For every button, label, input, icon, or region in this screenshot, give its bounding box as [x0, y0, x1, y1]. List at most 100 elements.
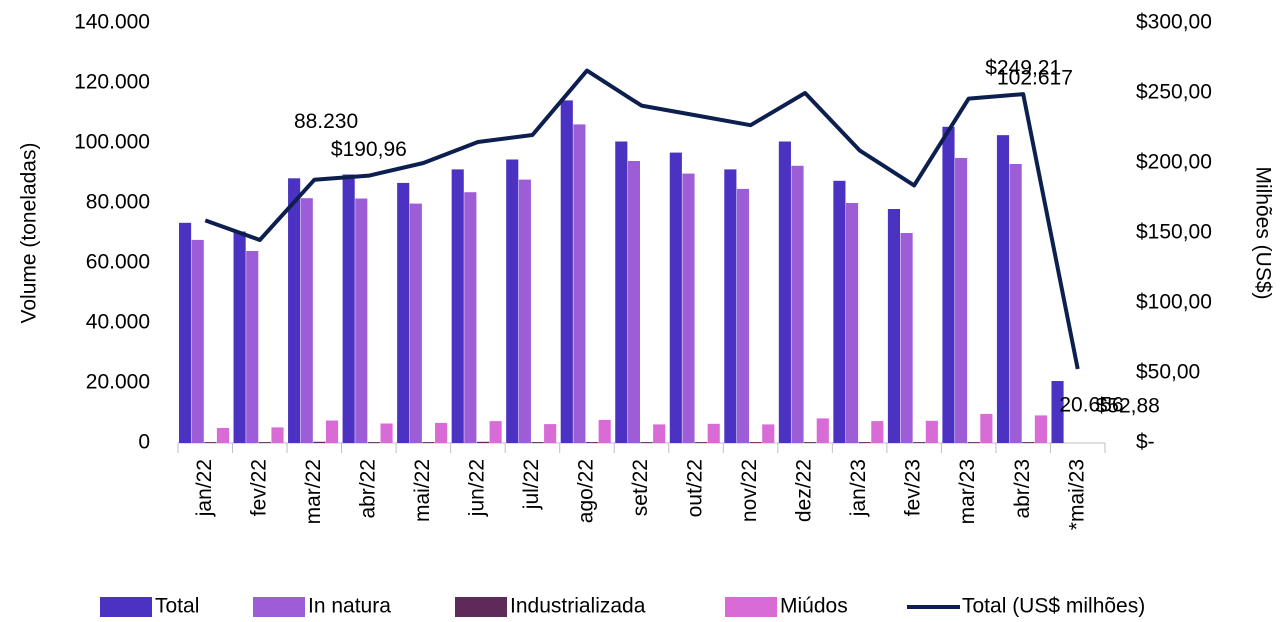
- bar: [980, 413, 993, 443]
- y-tick-label: 140.000: [74, 11, 150, 34]
- legend-swatch: [725, 597, 777, 617]
- bar: [216, 428, 230, 443]
- bar: [967, 442, 980, 443]
- y-axis-title: Volume (toneladas): [18, 143, 41, 324]
- bar: [804, 442, 817, 443]
- bar: [179, 222, 192, 443]
- data-label: $190,96: [331, 138, 407, 161]
- bar: [778, 141, 791, 443]
- bar: [397, 182, 410, 443]
- x-tick-label: mar/23: [956, 459, 979, 524]
- bar: [325, 420, 339, 443]
- bar: [707, 423, 720, 443]
- bar: [489, 421, 502, 443]
- bar: [246, 251, 259, 443]
- legend-label: In natura: [308, 595, 391, 618]
- x-tick-label: jan/22: [193, 459, 216, 517]
- y2-tick-label: $-: [1136, 431, 1155, 454]
- bar: [367, 442, 380, 443]
- bar: [653, 424, 666, 443]
- bar: [762, 424, 775, 443]
- x-tick-label: ago/22: [575, 459, 598, 523]
- data-label: 88.230: [294, 110, 358, 133]
- y-tick-label: 0: [138, 431, 150, 454]
- y2-tick-label: $300,00: [1136, 11, 1212, 34]
- bar: [1051, 381, 1064, 443]
- bar: [682, 173, 695, 443]
- legend-label: Total (US$ milhões): [962, 595, 1145, 618]
- bar: [342, 174, 355, 443]
- bar: [544, 424, 557, 443]
- bar: [845, 203, 859, 443]
- bar: [451, 169, 464, 443]
- y2-tick-label: $250,00: [1136, 81, 1212, 104]
- bar: [380, 423, 393, 443]
- bar: [464, 192, 477, 443]
- bar: [736, 188, 750, 443]
- bar: [833, 180, 846, 444]
- bar: [955, 158, 968, 443]
- x-tick-label: dez/22: [793, 459, 816, 522]
- line: [204, 68, 1080, 370]
- data-label: 102.617: [997, 67, 1073, 90]
- y-tick-label: 120.000: [74, 71, 150, 94]
- legend-swatch: [455, 597, 507, 617]
- x-tick-label: abr/23: [1011, 459, 1034, 519]
- legend-label: Industrializada: [510, 595, 646, 618]
- bar: [627, 161, 640, 443]
- y2-tick-label: $200,00: [1136, 151, 1212, 174]
- y2-tick-label: $100,00: [1136, 291, 1212, 314]
- bar: [871, 421, 884, 443]
- x-tick-label: abr/22: [356, 459, 379, 519]
- bar: [615, 141, 628, 443]
- bar: [271, 427, 284, 443]
- x-tick-label: out/22: [684, 459, 707, 517]
- bar: [1009, 164, 1022, 443]
- data-label: 20.656: [1059, 394, 1123, 417]
- x-tick-label: set/22: [629, 459, 652, 516]
- bar: [1034, 415, 1047, 443]
- x-tick-label: mar/22: [302, 459, 325, 524]
- bar: [598, 419, 611, 443]
- x-tick-label: fev/23: [902, 459, 925, 516]
- bar: [996, 135, 1010, 444]
- bar: [791, 165, 804, 444]
- bar: [409, 203, 422, 443]
- bar: [585, 442, 599, 443]
- bar: [233, 231, 246, 443]
- legend-swatch: [100, 597, 152, 617]
- y2-tick-label: $50,00: [1136, 361, 1200, 384]
- bar: [191, 239, 204, 443]
- legend-label: Total: [155, 595, 199, 618]
- bar: [531, 442, 544, 443]
- bar: [506, 159, 519, 443]
- bar: [695, 442, 708, 443]
- bar: [640, 442, 653, 443]
- x-tick-label: fev/22: [247, 459, 270, 516]
- bar: [422, 442, 435, 443]
- legend-label: Miúdos: [780, 595, 848, 618]
- bar: [300, 198, 313, 443]
- x-tick-label: mai/22: [411, 459, 434, 522]
- bar: [1022, 442, 1035, 443]
- x-tick-label: *mai/23: [1065, 459, 1088, 530]
- bar: [288, 178, 301, 443]
- bar: [942, 126, 955, 444]
- bar: [858, 442, 871, 443]
- bar: [887, 209, 901, 443]
- y2-axis-title: Milhões (US$): [1251, 166, 1274, 299]
- bar: [925, 420, 938, 443]
- x-tick-label: jul/22: [520, 459, 543, 510]
- y-tick-label: 100.000: [74, 131, 150, 154]
- bar: [900, 233, 913, 443]
- x-tick-label: jun/22: [465, 459, 488, 517]
- legend-swatch: [253, 597, 305, 617]
- bar: [258, 442, 271, 443]
- data-label: $249,21: [985, 57, 1061, 80]
- y-tick-label: 40.000: [86, 311, 150, 334]
- y-tick-label: 20.000: [86, 371, 150, 394]
- bar: [313, 441, 326, 443]
- x-tick-label: nov/22: [738, 459, 761, 522]
- bar: [355, 198, 368, 443]
